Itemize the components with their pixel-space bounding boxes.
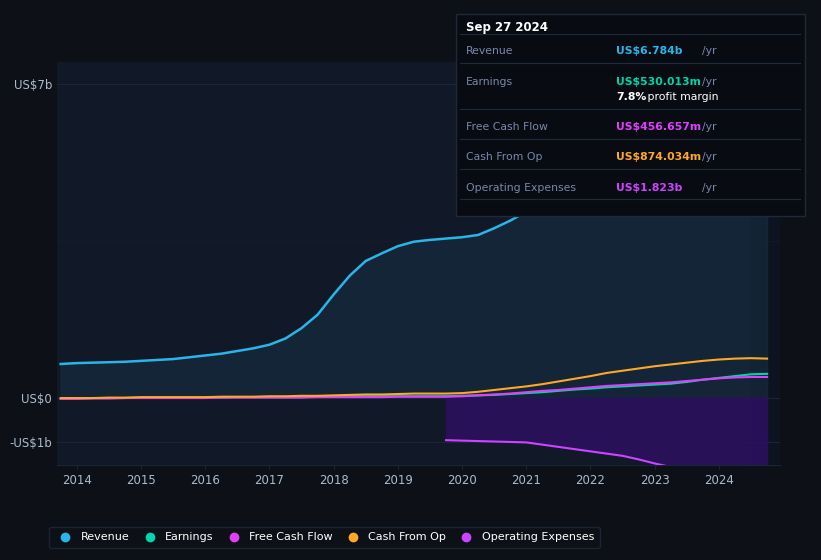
Text: US$530.013m: US$530.013m <box>616 77 700 87</box>
Text: Sep 27 2024: Sep 27 2024 <box>466 21 548 34</box>
Text: Operating Expenses: Operating Expenses <box>466 183 576 193</box>
Text: US$456.657m: US$456.657m <box>616 122 701 132</box>
Text: US$874.034m: US$874.034m <box>616 152 701 162</box>
Text: /yr: /yr <box>702 152 717 162</box>
Text: 7.8%: 7.8% <box>616 92 646 102</box>
Legend: Revenue, Earnings, Free Cash Flow, Cash From Op, Operating Expenses: Revenue, Earnings, Free Cash Flow, Cash … <box>48 527 599 548</box>
Text: US$1.823b: US$1.823b <box>616 183 682 193</box>
Text: /yr: /yr <box>702 46 717 57</box>
Bar <box>751 62 780 465</box>
Text: Earnings: Earnings <box>466 77 512 87</box>
Text: Free Cash Flow: Free Cash Flow <box>466 122 548 132</box>
Text: Cash From Op: Cash From Op <box>466 152 542 162</box>
Text: Revenue: Revenue <box>466 46 513 57</box>
Text: /yr: /yr <box>702 183 717 193</box>
Text: /yr: /yr <box>702 77 717 87</box>
Text: profit margin: profit margin <box>644 92 718 102</box>
Text: /yr: /yr <box>702 122 717 132</box>
Text: US$6.784b: US$6.784b <box>616 46 682 57</box>
